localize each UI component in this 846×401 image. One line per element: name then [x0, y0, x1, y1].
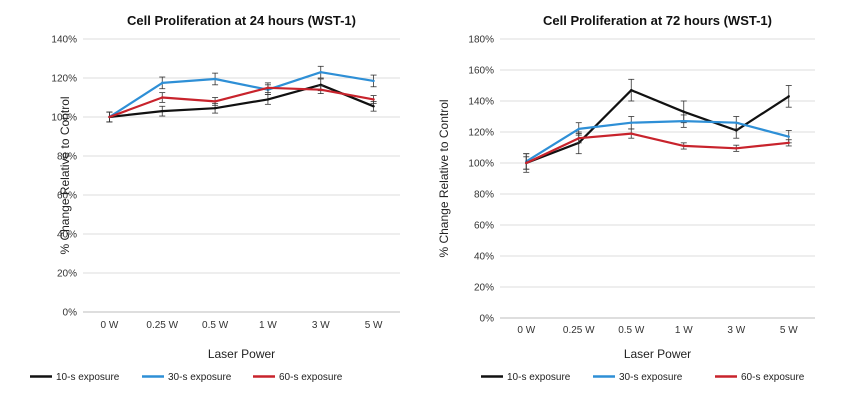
data-point: [266, 98, 270, 101]
legend-label: 10-s exposure: [507, 372, 571, 383]
y-tick-label: 80%: [57, 152, 77, 163]
x-tick-label: 3 W: [727, 325, 745, 336]
data-point: [108, 115, 111, 119]
series-line: [108, 71, 374, 118]
x-tick-label: 0.25 W: [563, 325, 595, 336]
data-point: [372, 105, 375, 108]
y-tick-label: 100%: [51, 113, 77, 124]
legend-item: 10-s exposure: [30, 372, 120, 383]
legend-item: 60-s exposure: [715, 372, 805, 383]
data-point: [213, 100, 217, 103]
data-point: [787, 141, 790, 145]
data-point: [682, 119, 685, 123]
data-point: [319, 70, 322, 74]
legend-label: 60-s exposure: [279, 372, 343, 383]
data-point: [372, 79, 375, 83]
y-tick-label: 60%: [474, 221, 494, 232]
y-tick-label: 40%: [474, 252, 494, 263]
legend-label: 60-s exposure: [741, 372, 805, 383]
x-tick-label: 0 W: [517, 325, 535, 336]
legend-item: 10-s exposure: [481, 372, 571, 383]
series-line: [109, 86, 374, 119]
x-tick-label: 3 W: [312, 320, 330, 331]
y-tick-label: 160%: [468, 66, 494, 77]
x-tick-label: 0.25 W: [146, 320, 178, 331]
data-point: [213, 107, 217, 110]
data-point: [630, 132, 633, 135]
y-axis-title: % Change Relative to Control: [58, 96, 72, 254]
x-axis-title: Laser Power: [208, 347, 275, 361]
data-point: [577, 127, 580, 131]
data-point: [213, 77, 217, 81]
legend-label: 30-s exposure: [619, 372, 683, 383]
y-tick-label: 100%: [468, 159, 494, 170]
data-point: [161, 109, 164, 113]
data-point: [266, 86, 270, 89]
data-point: [630, 88, 633, 92]
data-point: [630, 121, 633, 124]
legend-label: 30-s exposure: [168, 372, 232, 383]
series-3: [106, 82, 377, 123]
y-tick-label: 140%: [468, 97, 494, 108]
series-line: [109, 83, 375, 119]
y-axis-title: % Change Relative to Control: [437, 99, 451, 257]
data-point: [787, 95, 790, 98]
y-tick-label: 120%: [468, 128, 494, 139]
x-tick-label: 5 W: [780, 325, 798, 336]
data-point: [525, 161, 528, 165]
series-line: [525, 119, 790, 163]
y-tick-label: 120%: [51, 74, 77, 85]
data-point: [735, 147, 738, 150]
data-point: [161, 81, 164, 85]
y-tick-label: 20%: [57, 269, 77, 280]
y-tick-label: 140%: [51, 35, 77, 46]
legend-item: 30-s exposure: [593, 372, 683, 383]
chart-title: Cell Proliferation at 72 hours (WST-1): [543, 13, 772, 28]
chart-72-hours: Cell Proliferation at 72 hours (WST-1) 0%…: [437, 13, 815, 383]
x-tick-label: 5 W: [365, 320, 383, 331]
y-tick-label: 0%: [480, 314, 495, 325]
series-3: [523, 128, 792, 170]
y-tick-label: 0%: [63, 308, 78, 319]
chart-24-hours: Cell Proliferation at 24 hours (WST-1) 0%…: [30, 13, 400, 383]
data-point: [161, 96, 164, 99]
y-tick-label: 40%: [57, 230, 77, 241]
x-tick-label: 1 W: [259, 320, 277, 331]
legend-item: 30-s exposure: [142, 372, 232, 383]
data-point: [682, 144, 685, 148]
data-point: [319, 88, 322, 91]
x-tick-label: 1 W: [675, 325, 693, 336]
data-point: [787, 135, 790, 138]
data-point: [682, 110, 685, 114]
x-tick-label: 0 W: [101, 320, 119, 331]
legend-label: 10-s exposure: [56, 372, 120, 383]
y-tick-label: 180%: [468, 35, 494, 46]
y-tick-label: 20%: [474, 283, 494, 294]
chart-title: Cell Proliferation at 24 hours (WST-1): [127, 13, 356, 28]
data-point: [372, 98, 375, 101]
x-tick-label: 0.5 W: [618, 325, 645, 336]
x-axis-title: Laser Power: [624, 347, 691, 361]
series-2: [523, 114, 792, 170]
series-line: [525, 132, 789, 164]
legend-item: 60-s exposure: [253, 372, 343, 383]
data-point: [577, 137, 580, 140]
data-point: [735, 129, 738, 132]
data-point: [735, 121, 738, 124]
y-tick-label: 80%: [474, 190, 494, 201]
x-tick-label: 0.5 W: [202, 320, 229, 331]
y-tick-label: 60%: [57, 191, 77, 202]
